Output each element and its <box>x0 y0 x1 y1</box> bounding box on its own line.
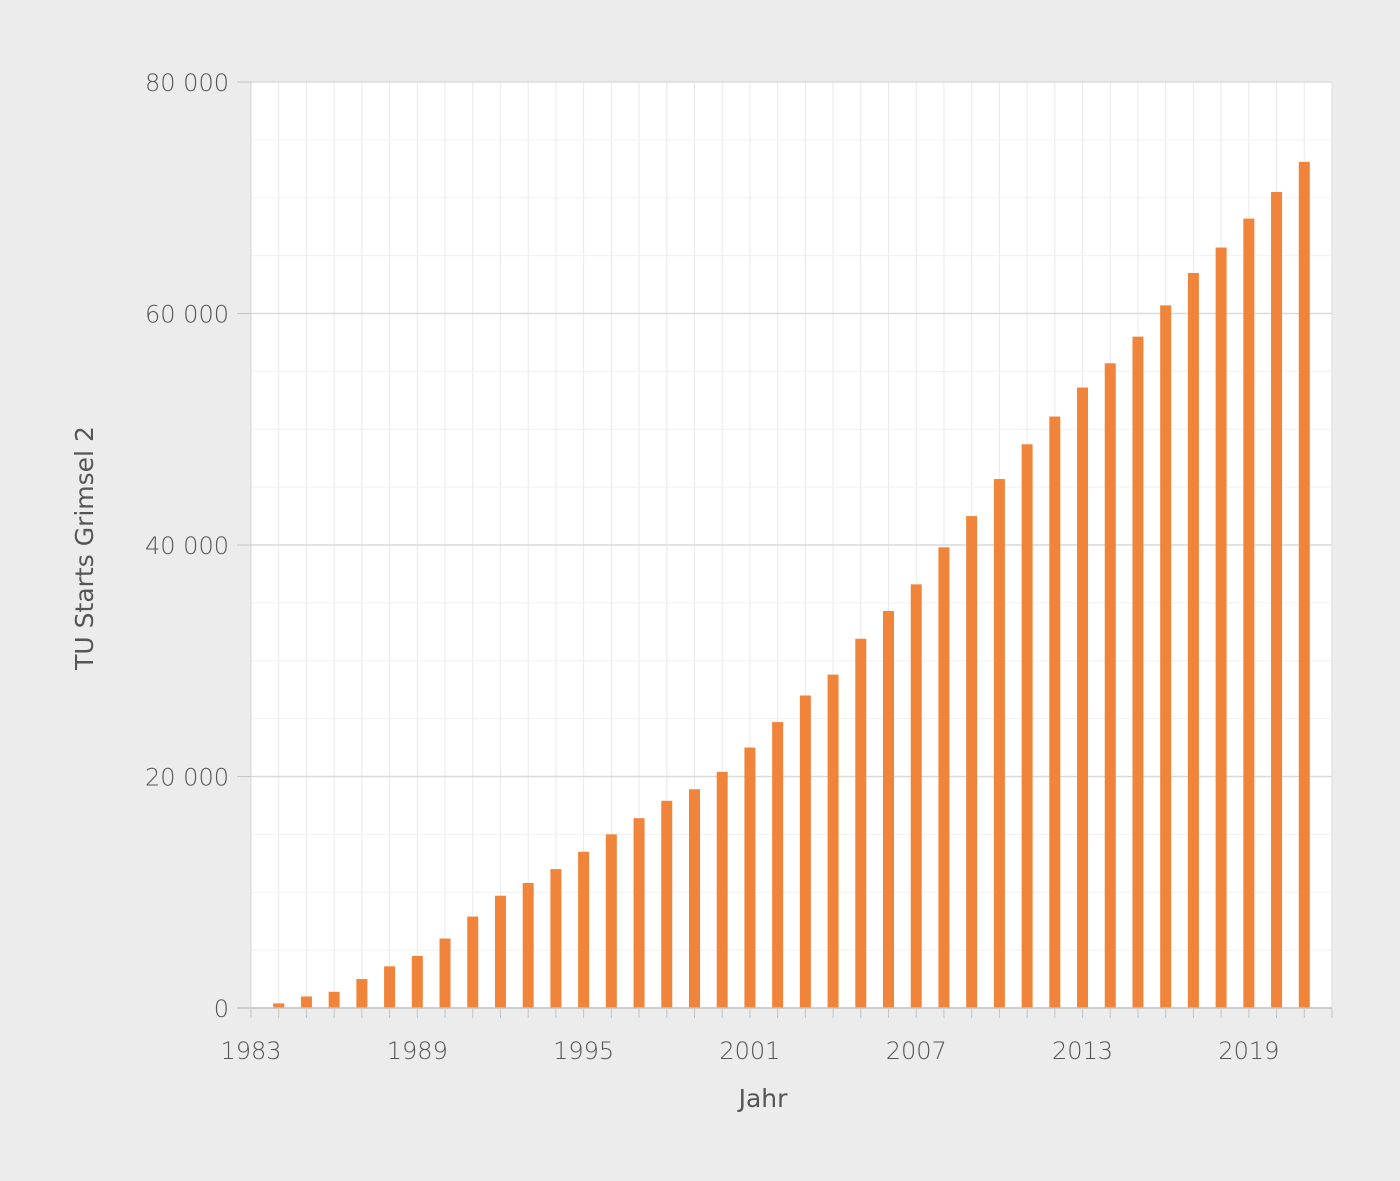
bar-1990 <box>439 938 451 1008</box>
x-tick-label: 2007 <box>886 1037 947 1065</box>
bars <box>273 161 1310 1009</box>
bar-1998 <box>661 800 673 1008</box>
bar-2000 <box>716 771 728 1008</box>
bar-2020 <box>1271 191 1283 1008</box>
bar-2019 <box>1243 218 1255 1008</box>
y-tick-label: 60 000 <box>145 301 229 329</box>
x-tick-label: 2013 <box>1052 1037 1113 1065</box>
bar-2013 <box>1077 387 1089 1009</box>
bar-2017 <box>1187 272 1199 1008</box>
bar-1994 <box>550 869 562 1008</box>
bar-2006 <box>883 610 895 1008</box>
bar-1988 <box>384 966 396 1008</box>
y-tick-label: 20 000 <box>145 764 229 792</box>
bar-2015 <box>1132 336 1144 1008</box>
bar-2007 <box>910 584 922 1008</box>
x-tick-label: 2019 <box>1218 1037 1279 1065</box>
bar-2012 <box>1049 416 1061 1009</box>
bar-1997 <box>633 818 645 1008</box>
bar-2021 <box>1298 161 1310 1008</box>
bar-2005 <box>855 638 867 1008</box>
x-tick-label: 1989 <box>387 1037 448 1065</box>
bar-1991 <box>467 916 479 1008</box>
x-tick-label: 1995 <box>553 1037 614 1065</box>
bar-1984 <box>273 1003 285 1008</box>
bar-2002 <box>772 722 784 1008</box>
x-tick-label: 2001 <box>719 1037 780 1065</box>
bar-2003 <box>799 695 811 1008</box>
bar-2004 <box>827 674 839 1008</box>
bar-2016 <box>1160 305 1172 1009</box>
x-axis-title: Jahr <box>737 1084 789 1113</box>
bar-2018 <box>1215 247 1227 1008</box>
x-tick-label: 1983 <box>220 1037 281 1065</box>
y-axis-title: TU Starts Grimsel 2 <box>70 426 99 671</box>
bar-1987 <box>356 979 368 1008</box>
bar-2009 <box>966 516 978 1008</box>
axes: 1983 1989 1995 2001 2007 2013 2019 0 20 000 40 00… <box>145 69 1333 1065</box>
y-tick-label: 40 000 <box>145 532 229 560</box>
bar-2008 <box>938 547 950 1008</box>
bar-2001 <box>744 747 756 1008</box>
bar-1999 <box>688 789 700 1008</box>
y-tick-label: 0 <box>214 995 229 1023</box>
bar-1992 <box>494 895 506 1008</box>
bar-1995 <box>578 851 590 1008</box>
y-tick-label: 80 000 <box>145 69 229 97</box>
bar-1993 <box>522 882 534 1008</box>
bar-1996 <box>605 834 617 1008</box>
bar-2010 <box>993 479 1005 1009</box>
bar-2014 <box>1104 363 1116 1009</box>
bar-1986 <box>328 991 340 1008</box>
bar-2011 <box>1021 444 1033 1008</box>
bar-1985 <box>300 996 312 1008</box>
bar-1989 <box>411 955 423 1008</box>
